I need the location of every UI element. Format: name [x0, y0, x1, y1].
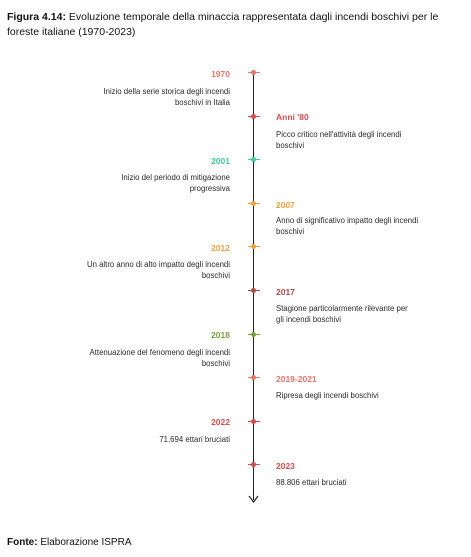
event-year-2017: 2017: [276, 287, 295, 297]
event-description-1970: Inizio della serie storica degli incendi…: [103, 87, 230, 107]
timeline-marker-2019-2021: [251, 375, 256, 380]
timeline-axis: [253, 72, 255, 500]
timeline-marker-2001: [251, 157, 256, 162]
timeline-marker-2022: [251, 419, 256, 424]
timeline-marker-2018: [251, 332, 256, 337]
event-description-2001: Inizio del periodo di mitigazione progre…: [121, 173, 230, 193]
event-year-2022: 2022: [211, 417, 230, 427]
event-description-2022: 71.694 ettari bruciati: [159, 435, 230, 444]
event-year-1970: 1970: [211, 69, 230, 79]
source-text: Elaborazione ISPRA: [37, 537, 132, 548]
event-description-2012: Un altro anno di alto impatto degli ince…: [86, 260, 230, 280]
event-year-2001: 2001: [211, 156, 230, 166]
event-year-anni-80: Anni '80: [276, 112, 309, 122]
timeline-marker-1970: [251, 70, 256, 75]
timeline-marker-2007: [251, 201, 256, 206]
event-description-2023: 88.806 ettari bruciati: [276, 478, 347, 487]
timeline-arrow-icon: [248, 495, 259, 504]
event-description-2018: Attenuazione del fenomeno degli incendi …: [89, 348, 230, 368]
event-description-2007: Anno di significativo impatto degli ince…: [276, 216, 419, 236]
event-description-2019-2021: Ripresa degli incendi boschivi: [276, 391, 379, 400]
event-year-2012: 2012: [211, 243, 230, 253]
event-description-2017: Stagione particolarmente rilevante per g…: [276, 304, 408, 324]
caption-text: Evoluzione temporale della minaccia rapp…: [7, 11, 439, 38]
event-description-anni-80: Picco critico nell'attività degli incend…: [276, 130, 402, 150]
event-year-2018: 2018: [211, 330, 230, 340]
figure-source: Fonte: Elaborazione ISPRA: [7, 537, 132, 548]
figure-caption: Figura 4.14: Evoluzione temporale della …: [7, 10, 467, 40]
timeline-marker-2017: [251, 288, 256, 293]
timeline-marker-2023: [251, 462, 256, 467]
event-year-2019-2021: 2019-2021: [276, 374, 317, 384]
timeline-marker-anni-80: [251, 114, 256, 119]
event-year-2023: 2023: [276, 461, 295, 471]
caption-number: Figura 4.14:: [7, 11, 66, 23]
event-year-2007: 2007: [276, 200, 295, 210]
source-label: Fonte:: [7, 537, 38, 548]
timeline-marker-2012: [251, 244, 256, 249]
